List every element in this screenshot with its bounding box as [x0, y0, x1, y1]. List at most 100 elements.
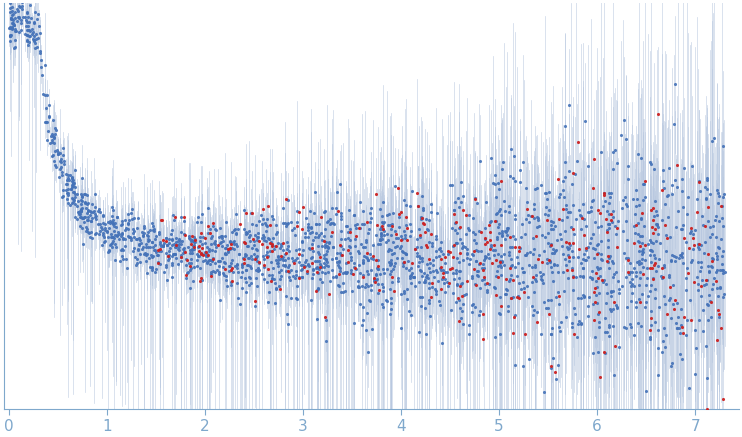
Point — [357, 304, 369, 311]
Point — [404, 220, 416, 227]
Point — [710, 234, 722, 241]
Point — [441, 278, 453, 285]
Point — [97, 212, 109, 219]
Point — [519, 268, 531, 275]
Point — [474, 158, 486, 165]
Point — [383, 246, 395, 253]
Point — [527, 234, 539, 241]
Point — [621, 304, 633, 311]
Point — [296, 274, 308, 281]
Point — [558, 193, 570, 200]
Point — [666, 191, 677, 198]
Point — [203, 248, 214, 255]
Point — [92, 208, 104, 215]
Point — [511, 273, 523, 280]
Point — [9, 8, 21, 15]
Point — [269, 243, 281, 250]
Point — [411, 235, 423, 242]
Point — [76, 174, 88, 181]
Point — [381, 297, 393, 304]
Point — [439, 280, 450, 287]
Point — [135, 240, 147, 247]
Point — [315, 264, 327, 271]
Point — [540, 190, 552, 197]
Point — [269, 280, 280, 287]
Point — [399, 232, 411, 239]
Point — [635, 260, 647, 267]
Point — [499, 236, 511, 243]
Point — [416, 254, 428, 261]
Point — [236, 284, 248, 291]
Point — [75, 197, 87, 204]
Point — [467, 228, 479, 235]
Point — [257, 205, 269, 212]
Point — [383, 258, 395, 265]
Point — [156, 216, 168, 223]
Point — [169, 243, 181, 250]
Point — [252, 264, 264, 271]
Point — [266, 241, 278, 248]
Point — [260, 252, 272, 259]
Point — [305, 297, 317, 304]
Point — [85, 218, 96, 225]
Point — [611, 159, 623, 166]
Point — [279, 219, 291, 226]
Point — [21, 37, 33, 44]
Point — [186, 232, 198, 239]
Point — [604, 194, 616, 201]
Point — [485, 243, 496, 250]
Point — [523, 262, 535, 269]
Point — [128, 253, 140, 260]
Point — [336, 252, 348, 259]
Point — [430, 253, 442, 260]
Point — [542, 229, 554, 236]
Point — [429, 285, 441, 292]
Point — [236, 261, 248, 268]
Point — [296, 225, 308, 232]
Point — [141, 231, 153, 238]
Point — [62, 180, 73, 187]
Point — [162, 253, 174, 260]
Point — [207, 267, 219, 274]
Point — [319, 269, 331, 276]
Point — [108, 220, 120, 227]
Point — [649, 319, 660, 326]
Point — [364, 210, 375, 217]
Point — [562, 209, 574, 216]
Point — [635, 214, 647, 221]
Point — [192, 213, 204, 220]
Point — [678, 164, 690, 171]
Point — [426, 283, 438, 290]
Point — [55, 164, 67, 171]
Point — [362, 349, 374, 356]
Point — [220, 277, 232, 284]
Point — [701, 405, 713, 412]
Point — [128, 214, 140, 221]
Point — [420, 241, 432, 248]
Point — [139, 250, 151, 257]
Point — [22, 26, 34, 33]
Point — [461, 254, 473, 261]
Point — [456, 245, 468, 252]
Point — [328, 220, 340, 227]
Point — [553, 176, 565, 183]
Point — [453, 203, 465, 210]
Point — [542, 305, 554, 312]
Point — [634, 243, 646, 250]
Point — [401, 258, 413, 265]
Point — [82, 229, 94, 236]
Point — [439, 253, 451, 260]
Point — [554, 194, 565, 201]
Point — [477, 335, 489, 342]
Point — [471, 199, 483, 206]
Point — [239, 253, 251, 260]
Point — [275, 240, 287, 247]
Point — [139, 243, 151, 250]
Point — [657, 185, 669, 192]
Point — [348, 212, 360, 219]
Point — [9, 36, 21, 43]
Point — [687, 246, 699, 253]
Point — [611, 225, 623, 232]
Point — [713, 193, 725, 200]
Point — [594, 210, 606, 217]
